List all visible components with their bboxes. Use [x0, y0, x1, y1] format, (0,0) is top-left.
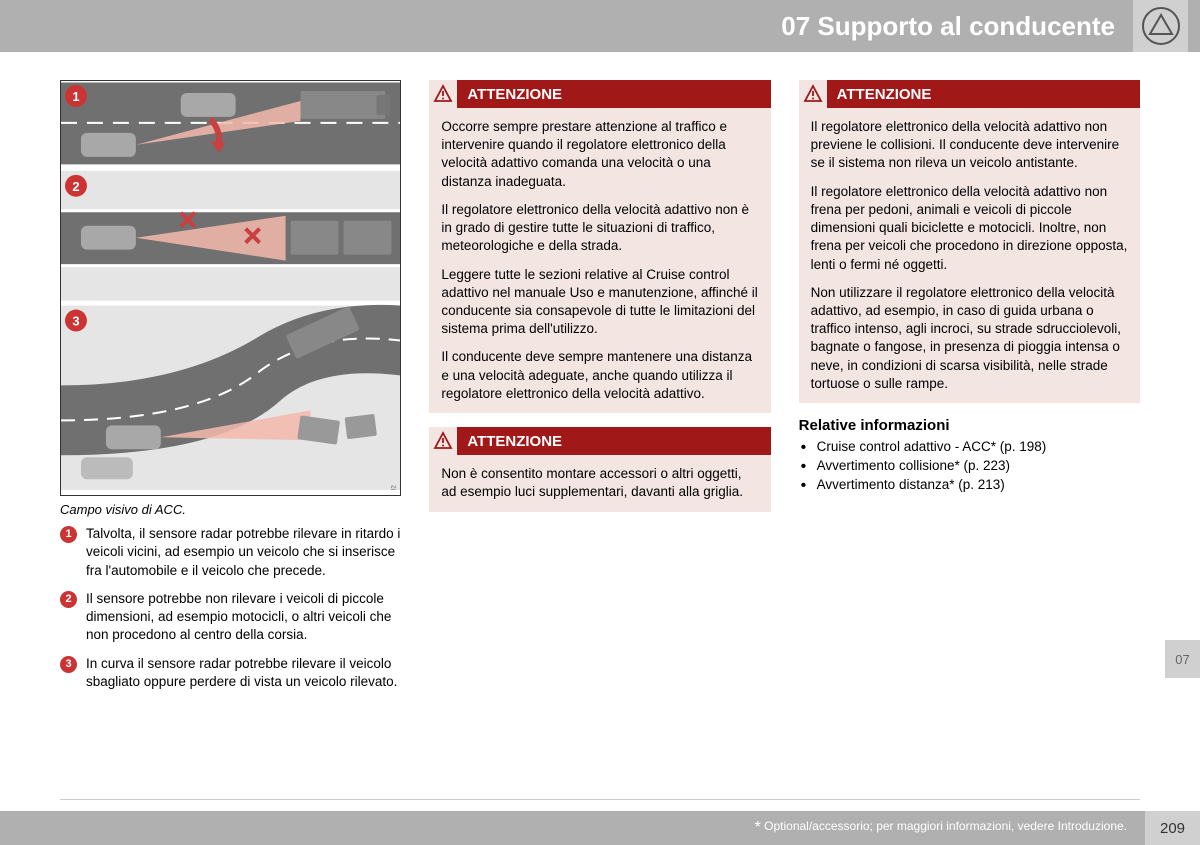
chapter-number: 07 [781, 11, 810, 41]
footer-note: Optional/accessorio; per maggiori inform… [764, 819, 1127, 833]
footer-divider [60, 799, 1140, 800]
list-item: 2 Il sensore potrebbe non rilevare i vei… [60, 590, 401, 645]
num-badge-3: 3 [60, 656, 77, 673]
warning-para: Leggere tutte le sezioni relative al Cru… [441, 266, 758, 339]
svg-text:G044032: G044032 [391, 485, 397, 491]
warning-header: ATTENZIONE [429, 427, 770, 455]
figure-caption: Campo visivo di ACC. [60, 502, 401, 517]
content-area: 1 [0, 52, 1200, 701]
warning-title: ATTENZIONE [467, 86, 562, 103]
warning-body: Il regolatore elettronico della velocità… [799, 108, 1140, 403]
column-3: ATTENZIONE Il regolatore elettronico del… [799, 80, 1140, 701]
warning-body: Occorre sempre prestare attenzione al tr… [429, 108, 770, 413]
warning-box-2: ATTENZIONE Non è consentito montare acce… [429, 427, 770, 511]
list-item: 3 In curva il sensore radar potrebbe ril… [60, 655, 401, 691]
warning-para: Non utilizzare il regolatore elettronico… [811, 284, 1128, 393]
related-list: Cruise control adattivo - ACC* (p. 198) … [799, 439, 1140, 492]
warning-icon [799, 80, 827, 108]
page-header: 07 Supporto al conducente [0, 0, 1200, 52]
warning-triangle-icon [1141, 6, 1181, 46]
warning-header: ATTENZIONE [799, 80, 1140, 108]
svg-text:3: 3 [72, 314, 79, 329]
related-item: Cruise control adattivo - ACC* (p. 198) [799, 439, 1140, 454]
list-item: 1 Talvolta, il sensore radar potrebbe ri… [60, 525, 401, 580]
warning-icon [429, 80, 457, 108]
column-2: ATTENZIONE Occorre sempre prestare atten… [429, 80, 770, 701]
acc-figure: 1 [60, 80, 401, 496]
header-icon-wrap [1133, 0, 1188, 52]
asterisk-icon: * [755, 819, 761, 836]
page-footer: * Optional/accessorio; per maggiori info… [0, 811, 1200, 845]
warning-box-3: ATTENZIONE Il regolatore elettronico del… [799, 80, 1140, 403]
header-title: 07 Supporto al conducente [781, 11, 1115, 42]
warning-para: Il conducente deve sempre mantenere una … [441, 348, 758, 403]
acc-diagram-svg: 1 [61, 81, 400, 490]
side-tab: 07 [1165, 640, 1200, 678]
warning-body: Non è consentito montare accessori o alt… [429, 455, 770, 511]
num-badge-2: 2 [60, 591, 77, 608]
chapter-title: Supporto al conducente [817, 11, 1115, 41]
item-text: Talvolta, il sensore radar potrebbe rile… [86, 525, 401, 580]
warning-para: Il regolatore elettronico della velocità… [811, 183, 1128, 274]
warning-icon [429, 427, 457, 455]
warning-para: Occorre sempre prestare attenzione al tr… [441, 118, 758, 191]
num-badge-1: 1 [60, 526, 77, 543]
column-1: 1 [60, 80, 401, 701]
warning-title: ATTENZIONE [467, 433, 562, 450]
related-item: Avvertimento distanza* (p. 213) [799, 477, 1140, 492]
footer-text: * Optional/accessorio; per maggiori info… [755, 819, 1127, 837]
related-heading: Relative informazioni [799, 417, 1140, 434]
warning-para: Non è consentito montare accessori o alt… [441, 465, 758, 501]
svg-text:2: 2 [72, 179, 79, 194]
warning-title: ATTENZIONE [837, 86, 932, 103]
warning-box-1: ATTENZIONE Occorre sempre prestare atten… [429, 80, 770, 413]
numbered-list: 1 Talvolta, il sensore radar potrebbe ri… [60, 525, 401, 691]
item-text: In curva il sensore radar potrebbe rilev… [86, 655, 401, 691]
related-item: Avvertimento collisione* (p. 223) [799, 458, 1140, 473]
warning-para: Il regolatore elettronico della velocità… [811, 118, 1128, 173]
warning-header: ATTENZIONE [429, 80, 770, 108]
item-text: Il sensore potrebbe non rilevare i veico… [86, 590, 401, 645]
page-number: 209 [1145, 811, 1200, 845]
warning-para: Il regolatore elettronico della velocità… [441, 201, 758, 256]
svg-text:1: 1 [72, 89, 79, 104]
